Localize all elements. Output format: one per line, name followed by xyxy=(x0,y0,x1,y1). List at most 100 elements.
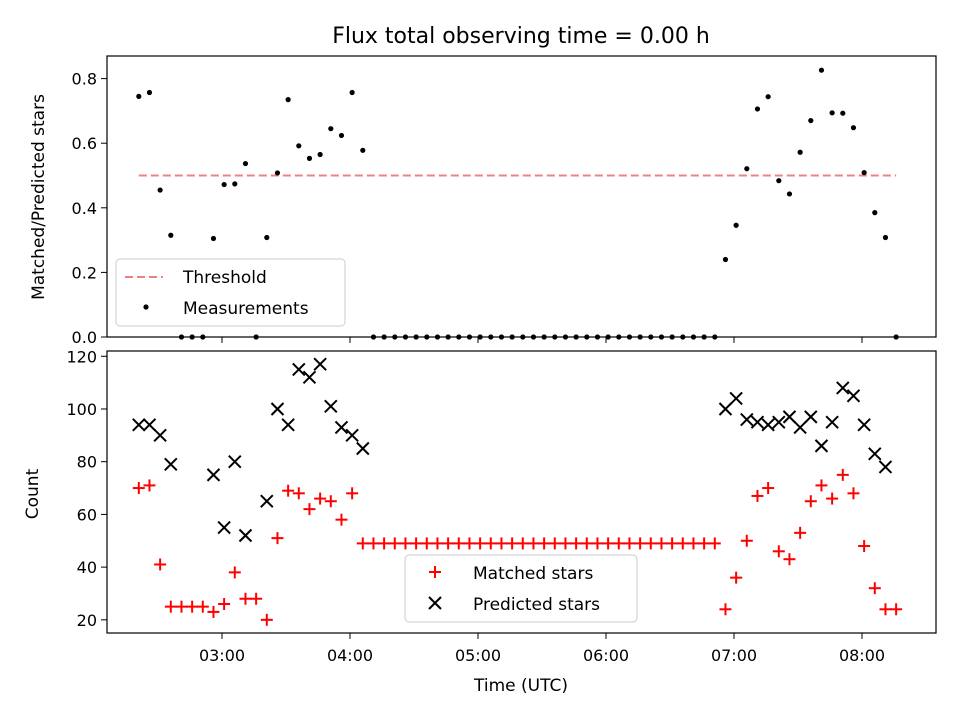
top-y-tick-label: 0.4 xyxy=(72,199,97,218)
measurement-point xyxy=(349,89,355,96)
matched-star-point xyxy=(783,553,796,566)
predicted-star-point xyxy=(302,370,317,385)
measurement-point xyxy=(733,222,739,228)
matched-star-point xyxy=(655,537,668,550)
top-plot-frame xyxy=(106,55,937,338)
legend-matched-swatch xyxy=(429,566,441,578)
matched-star-point xyxy=(452,537,465,550)
measurement-point xyxy=(232,181,238,187)
matched-star-point xyxy=(730,571,743,584)
matched-star-point xyxy=(719,603,732,616)
matched-star-point xyxy=(527,537,540,550)
matched-star-point xyxy=(260,613,273,626)
matched-star-point xyxy=(815,479,828,492)
matched-star-point xyxy=(762,482,775,495)
matched-star-point xyxy=(740,534,753,547)
measurement-point xyxy=(744,166,750,172)
top-y-tick-label: 0.6 xyxy=(72,134,97,153)
matched-star-point xyxy=(431,537,444,550)
matched-star-point xyxy=(751,489,764,502)
measurement-point xyxy=(808,117,814,124)
measurement-point xyxy=(360,147,366,153)
measurement-point xyxy=(317,151,323,158)
matched-star-point xyxy=(516,537,529,550)
matched-star-point xyxy=(548,537,561,550)
bottom-y-tick-label: 120 xyxy=(66,347,97,366)
matched-star-point xyxy=(324,495,337,508)
matched-star-point xyxy=(634,537,647,550)
predicted-star-point xyxy=(270,402,285,416)
measurement-point xyxy=(818,67,825,73)
measurement-point xyxy=(861,169,867,176)
predicted-star-point xyxy=(217,520,231,535)
matched-star-point xyxy=(399,537,412,550)
measurement-point xyxy=(146,89,153,96)
predicted-star-point xyxy=(804,410,818,424)
matched-star-point xyxy=(836,468,849,481)
measurement-point xyxy=(285,97,291,103)
predicted-star-point xyxy=(228,454,242,469)
bottom-y-tick-label: 80 xyxy=(77,453,97,472)
matched-star-point xyxy=(826,492,839,505)
matched-star-point xyxy=(868,582,881,595)
measurement-point xyxy=(872,210,878,216)
matched-star-point xyxy=(612,537,625,550)
measurement-point xyxy=(722,256,729,263)
matched-star-point xyxy=(303,503,316,516)
predicted-star-point xyxy=(740,412,754,427)
matched-star-point xyxy=(175,600,188,613)
matched-star-point xyxy=(271,532,284,545)
bottom-plot: 20 40 60 80 100 120 03:00 04:00 05:00 06:00 07:00… xyxy=(23,347,937,696)
matched-star-point xyxy=(687,537,700,550)
legend-measurements-swatch xyxy=(143,304,149,310)
matched-star-point xyxy=(282,484,295,497)
measurement-point xyxy=(754,106,761,112)
matched-star-point xyxy=(314,492,327,505)
matched-star-point xyxy=(186,600,199,613)
legend-measurements-label: Measurements xyxy=(183,299,309,319)
matched-star-point xyxy=(580,537,593,550)
matched-star-point xyxy=(676,537,689,550)
bottom-legend: Matched stars Predicted stars xyxy=(404,554,638,623)
predicted-star-point xyxy=(761,418,775,432)
top-chart-title: Flux total observing time = 0.00 h xyxy=(332,24,710,49)
bottom-y-tick-label: 100 xyxy=(66,400,97,419)
bottom-y-tick-label: 60 xyxy=(77,505,97,524)
matched-star-point xyxy=(356,537,369,550)
measurement-point xyxy=(242,160,249,167)
matched-star-point xyxy=(644,537,657,550)
top-y-tick-label: 0.2 xyxy=(72,263,97,282)
matched-star-point xyxy=(591,537,604,550)
predicted-star-point xyxy=(793,420,807,435)
matched-star-point xyxy=(666,537,679,550)
matched-star-point xyxy=(794,526,807,539)
measurement-point xyxy=(296,143,302,149)
predicted-star-point xyxy=(868,447,882,461)
predicted-star-point xyxy=(846,389,861,403)
matched-star-point xyxy=(154,558,167,571)
predicted-star-point xyxy=(260,494,274,508)
predicted-star-point xyxy=(772,415,786,429)
matched-star-point xyxy=(463,537,476,550)
predicted-star-point xyxy=(814,439,829,453)
matched-star-point xyxy=(570,537,583,550)
matched-star-point xyxy=(484,537,497,550)
matched-star-point xyxy=(239,592,252,605)
legend-matched-label: Matched stars xyxy=(473,564,593,584)
x-tick-label: 07:00 xyxy=(711,646,757,665)
matched-star-point xyxy=(474,537,487,550)
measurement-point xyxy=(157,187,163,193)
measurement-point xyxy=(776,178,782,184)
matched-star-point xyxy=(346,487,359,500)
matched-star-point xyxy=(143,479,156,492)
measurement-point xyxy=(850,125,857,131)
predicted-star-point xyxy=(345,428,359,443)
matched-star-point xyxy=(708,537,721,550)
measurement-point xyxy=(840,110,846,116)
matched-star-point xyxy=(410,537,423,550)
matched-star-point xyxy=(506,537,519,550)
measurement-point xyxy=(765,94,771,100)
matched-star-point xyxy=(367,537,380,550)
matched-star-point xyxy=(420,537,433,550)
